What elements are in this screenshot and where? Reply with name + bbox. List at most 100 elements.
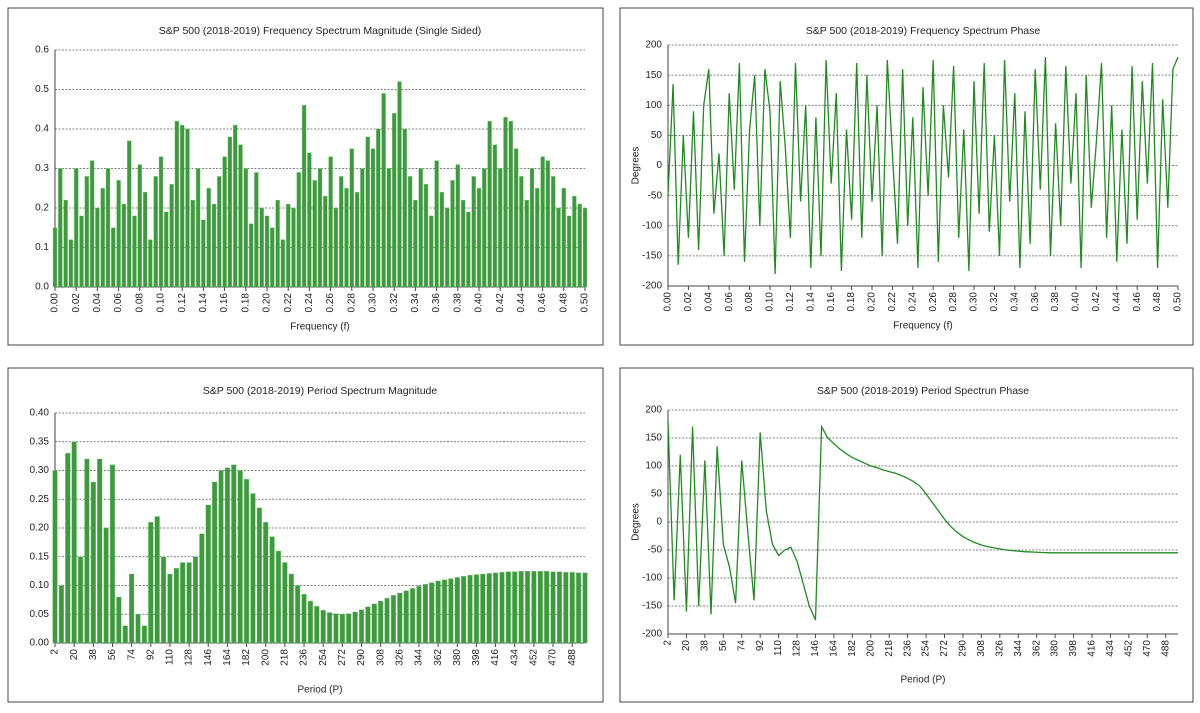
x-tick-label: 0.44 xyxy=(1111,292,1122,312)
bar xyxy=(386,168,392,288)
bar xyxy=(78,556,84,644)
bar xyxy=(512,571,518,644)
x-tick-label: 128 xyxy=(792,640,803,657)
x-tick-label: 0.20 xyxy=(867,292,878,312)
bar xyxy=(135,614,141,644)
x-tick-label: 254 xyxy=(921,640,932,657)
x-tick-label: 308 xyxy=(976,640,987,657)
bar xyxy=(314,606,320,644)
x-tick-label: 164 xyxy=(829,640,840,657)
x-tick-label: 0.32 xyxy=(389,293,400,313)
bar xyxy=(224,467,230,644)
bar xyxy=(116,180,121,288)
y-tick-label: 200 xyxy=(645,405,662,416)
bar xyxy=(312,180,317,288)
bar xyxy=(127,140,132,288)
x-tick-label: 0.10 xyxy=(156,293,167,313)
x-tick-label: 326 xyxy=(394,649,405,666)
bar xyxy=(121,203,127,288)
x-tick-label: 0.28 xyxy=(346,293,357,313)
bar xyxy=(161,556,167,644)
bar xyxy=(466,211,471,288)
x-tick-label: 128 xyxy=(184,649,195,666)
x-tick-label: 110 xyxy=(165,649,176,665)
x-tick-label: 488 xyxy=(1160,640,1171,657)
bar xyxy=(238,144,243,288)
bar xyxy=(222,156,227,288)
y-tick-label: 0.20 xyxy=(30,523,50,534)
bar xyxy=(566,215,572,288)
x-tick-label: 0.24 xyxy=(907,292,918,312)
bar xyxy=(58,585,64,644)
x-tick-label: 0.26 xyxy=(325,293,336,313)
y-tick-label: -150 xyxy=(642,601,662,612)
bar xyxy=(327,612,333,644)
bar xyxy=(492,144,498,288)
x-tick-label: 0.08 xyxy=(744,292,755,312)
y-axis-label: Degrees xyxy=(631,503,642,541)
bar xyxy=(499,572,505,644)
bar xyxy=(569,572,575,644)
x-tick-label: 182 xyxy=(847,640,858,657)
x-tick-label: 0.48 xyxy=(1152,292,1163,312)
bar xyxy=(141,625,147,644)
bar xyxy=(270,227,275,288)
x-tick-label: 0.42 xyxy=(495,293,506,313)
bar xyxy=(185,128,190,288)
bar xyxy=(563,572,569,644)
x-tick-label: 326 xyxy=(994,640,1005,657)
y-tick-label: -100 xyxy=(642,573,662,584)
bar xyxy=(192,556,198,644)
bar xyxy=(493,572,499,644)
x-tick-label: 2 xyxy=(663,640,674,646)
x-tick-label: 0.26 xyxy=(928,292,939,312)
bar xyxy=(84,176,89,288)
bar xyxy=(467,575,473,644)
bar xyxy=(201,219,206,288)
bar xyxy=(397,592,403,644)
bar xyxy=(148,239,153,288)
chart-title: S&P 500 (2018-2019) Frequency Spectrum M… xyxy=(159,25,482,37)
x-tick-label: 0.34 xyxy=(410,293,421,313)
bar xyxy=(174,120,180,288)
y-tick-label: 100 xyxy=(645,100,662,111)
bar xyxy=(556,207,561,288)
bar xyxy=(576,572,582,644)
bar xyxy=(231,464,237,644)
x-tick-label: 0.16 xyxy=(826,292,837,312)
bar xyxy=(486,573,492,644)
bar xyxy=(58,168,63,288)
y-tick-label: 0.05 xyxy=(30,609,50,620)
chart-title: S&P 500 (2018-2019) Frequency Spectrum P… xyxy=(806,25,1041,37)
bar xyxy=(480,573,486,644)
x-tick-label: 416 xyxy=(490,649,501,666)
y-tick-label: 50 xyxy=(651,489,663,500)
x-tick-label: 0.22 xyxy=(887,292,898,312)
x-tick-label: 0.40 xyxy=(474,293,485,313)
bar xyxy=(68,239,74,288)
bar xyxy=(275,550,282,644)
x-tick-label: 74 xyxy=(736,640,747,652)
bar xyxy=(195,168,201,288)
bar xyxy=(164,211,169,288)
x-tick-label: 470 xyxy=(548,649,559,666)
bar xyxy=(508,120,513,288)
y-tick-label: -50 xyxy=(648,545,663,556)
x-tick-label: 434 xyxy=(509,649,520,666)
x-tick-label: 362 xyxy=(1031,640,1042,657)
bar xyxy=(346,613,352,644)
x-tick-label: 146 xyxy=(810,640,821,657)
bar xyxy=(371,603,377,644)
bar xyxy=(254,172,259,288)
y-tick-label: 0.10 xyxy=(30,580,50,591)
x-tick-label: 218 xyxy=(280,649,291,666)
x-tick-label: 0.36 xyxy=(431,293,442,313)
bar xyxy=(410,588,416,644)
x-tick-label: 344 xyxy=(414,649,425,666)
bar xyxy=(233,124,238,288)
x-tick-label: 0.38 xyxy=(1050,292,1061,312)
bar xyxy=(518,570,524,644)
bar xyxy=(167,573,173,644)
y-tick-label: 0.0 xyxy=(35,282,49,293)
x-axis-label: Frequency (f) xyxy=(290,322,349,333)
